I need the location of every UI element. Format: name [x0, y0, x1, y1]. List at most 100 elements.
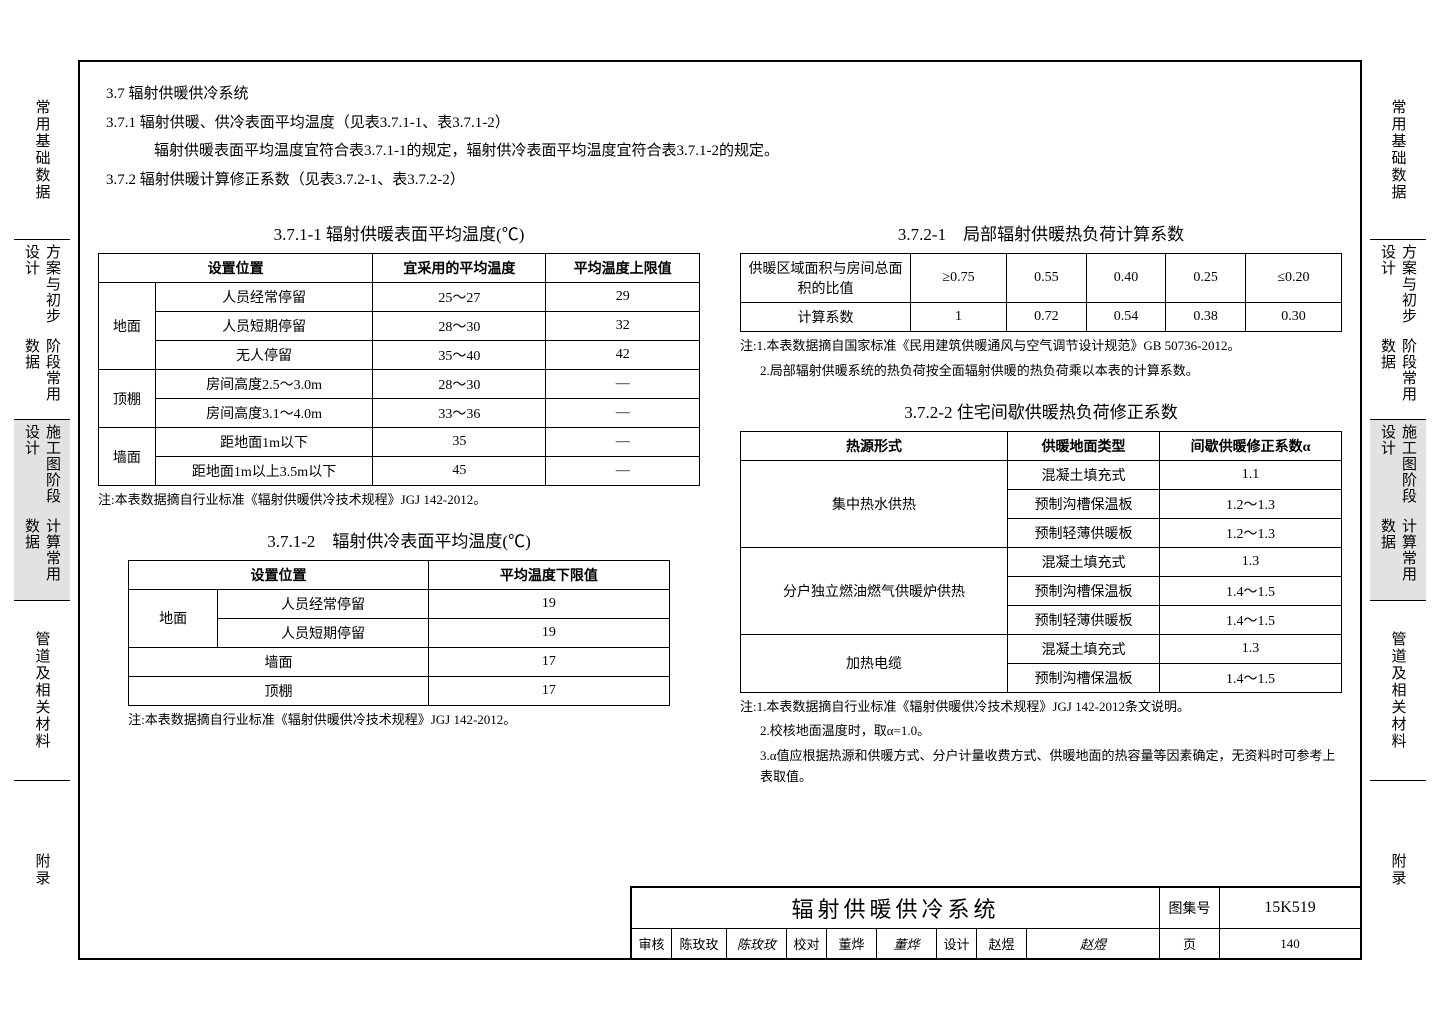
- left-tabs: 常用基础数据 方案与初步设计 阶段常用数据 施工图阶段设计 计算常用数据 管道及…: [14, 60, 70, 960]
- intro-line: 3.7.1 辐射供暖、供冷表面平均温度（见表3.7.1-1、表3.7.1-2）: [106, 109, 1342, 138]
- td: 42: [546, 341, 700, 370]
- td: 集中热水供热: [741, 460, 1008, 547]
- td: 0.72: [1006, 303, 1086, 332]
- td: 0.54: [1086, 303, 1166, 332]
- td: —: [546, 370, 700, 399]
- td: 1.2～1.3: [1160, 518, 1342, 547]
- td: 17: [428, 676, 669, 705]
- td: 1.3: [1160, 547, 1342, 576]
- td: 房间高度3.1～4.0m: [155, 399, 373, 428]
- note: 2.局部辐射供暖系统的热负荷按全面辐射供暖的热负荷乘以本表的计算系数。: [740, 361, 1342, 382]
- page-label: 页: [1160, 929, 1220, 958]
- td: 35: [373, 428, 546, 457]
- td: 人员经常停留: [218, 589, 429, 618]
- review-name: 陈玫玫: [672, 929, 727, 958]
- td: 人员短期停留: [155, 312, 373, 341]
- tab-scheme[interactable]: 方案与初步设计 阶段常用数据: [14, 240, 70, 420]
- td: 顶棚: [99, 370, 156, 428]
- td: 0.40: [1086, 254, 1166, 303]
- td: 28～30: [373, 370, 546, 399]
- tab-pipes-r[interactable]: 管道及相关材料: [1370, 601, 1426, 781]
- table-title: 3.7.2-1 局部辐射供暖热负荷计算系数: [740, 220, 1342, 245]
- code-value: 15K519: [1220, 888, 1360, 928]
- th: 设置位置: [129, 560, 429, 589]
- table-title: 3.7.2-2 住宅间歇供暖热负荷修正系数: [740, 398, 1342, 423]
- left-column: 3.7.1-1 辐射供暖表面平均温度(℃) 设置位置 宜采用的平均温度 平均温度…: [98, 204, 700, 898]
- td: 19: [428, 589, 669, 618]
- right-tabs: 常用基础数据 方案与初步设计 阶段常用数据 施工图阶段设计 计算常用数据 管道及…: [1370, 60, 1426, 960]
- th: 设置位置: [99, 254, 373, 283]
- td: 距地面1m以上3.5m以下: [155, 457, 373, 486]
- td: 预制沟槽保温板: [1008, 576, 1160, 605]
- tab-construction-r[interactable]: 施工图阶段设计 计算常用数据: [1370, 420, 1426, 600]
- td: 1.4～1.5: [1160, 576, 1342, 605]
- th: 宜采用的平均温度: [373, 254, 546, 283]
- td: 1.1: [1160, 460, 1342, 489]
- tab-scheme-r[interactable]: 方案与初步设计 阶段常用数据: [1370, 240, 1426, 420]
- drawing-title: 辐射供暖供冷系统: [632, 888, 1160, 928]
- check-sign: 董烨: [877, 929, 937, 958]
- td: 0.25: [1166, 254, 1246, 303]
- table-title: 3.7.1-1 辐射供暖表面平均温度(℃): [98, 220, 700, 245]
- th: 平均温度下限值: [428, 560, 669, 589]
- tab-construction[interactable]: 施工图阶段设计 计算常用数据: [14, 420, 70, 600]
- td: 预制轻薄供暖板: [1008, 605, 1160, 634]
- table-3722: 热源形式供暖地面类型间歇供暖修正系数α 集中热水供热混凝土填充式 1.1 预制沟槽…: [740, 431, 1342, 693]
- td: —: [546, 399, 700, 428]
- design-label: 设计: [937, 929, 977, 958]
- intro-line: 辐射供暖表面平均温度宜符合表3.7.1-1的规定，辐射供冷表面平均温度宜符合表3…: [106, 137, 1342, 166]
- note: 注:本表数据摘自行业标准《辐射供暖供冷技术规程》JGJ 142-2012。: [98, 490, 700, 511]
- td: 无人停留: [155, 341, 373, 370]
- td: 顶棚: [129, 676, 429, 705]
- tab-appendix[interactable]: 附录: [14, 781, 70, 960]
- td: 25～27: [373, 283, 546, 312]
- note: 注:1.本表数据摘自国家标准《民用建筑供暖通风与空气调节设计规范》GB 5073…: [740, 336, 1342, 357]
- td: 0.30: [1245, 303, 1341, 332]
- td: 地面: [129, 589, 218, 647]
- intro-text: 3.7 辐射供暖供冷系统 3.7.1 辐射供暖、供冷表面平均温度（见表3.7.1…: [106, 80, 1342, 194]
- td: —: [546, 428, 700, 457]
- td: 加热电缆: [741, 634, 1008, 692]
- page-number: 140: [1220, 929, 1360, 958]
- td: ≥0.75: [911, 254, 1007, 303]
- td: 28～30: [373, 312, 546, 341]
- td: 分户独立燃油燃气供暖炉供热: [741, 547, 1008, 634]
- note: 注:1.本表数据摘自行业标准《辐射供暖供冷技术规程》JGJ 142-2012条文…: [740, 697, 1342, 718]
- table-3712: 设置位置平均温度下限值 地面人员经常停留19 人员短期停留19 墙面17 顶棚1…: [128, 560, 670, 706]
- td: 人员短期停留: [218, 618, 429, 647]
- td: 人员经常停留: [155, 283, 373, 312]
- design-sign: 赵煜: [1027, 929, 1160, 958]
- titleblock: 辐射供暖供冷系统 图集号 15K519 审核 陈玫玫 陈玫玫 校对 董烨 董烨 …: [630, 886, 1360, 958]
- tab-appendix-r[interactable]: 附录: [1370, 781, 1426, 960]
- td: 墙面: [99, 428, 156, 486]
- th: 热源形式: [741, 431, 1008, 460]
- code-label: 图集号: [1160, 888, 1220, 928]
- content: 3.7 辐射供暖供冷系统 3.7.1 辐射供暖、供冷表面平均温度（见表3.7.1…: [98, 80, 1342, 898]
- td: 17: [428, 647, 669, 676]
- td: 预制沟槽保温板: [1008, 489, 1160, 518]
- td: 混凝土填充式: [1008, 547, 1160, 576]
- review-label: 审核: [632, 929, 672, 958]
- td: ≤0.20: [1245, 254, 1341, 303]
- td: 33～36: [373, 399, 546, 428]
- right-column: 3.7.2-1 局部辐射供暖热负荷计算系数 供暖区域面积与房间总面积的比值 ≥0…: [740, 204, 1342, 898]
- intro-line: 3.7 辐射供暖供冷系统: [106, 80, 1342, 109]
- td: 墙面: [129, 647, 429, 676]
- note: 注:本表数据摘自行业标准《辐射供暖供冷技术规程》JGJ 142-2012。: [128, 710, 700, 731]
- td: 房间高度2.5～3.0m: [155, 370, 373, 399]
- tab-basic-data-r[interactable]: 常用基础数据: [1370, 60, 1426, 240]
- table-3721: 供暖区域面积与房间总面积的比值 ≥0.75 0.55 0.40 0.25 ≤0.…: [740, 253, 1342, 332]
- td: 预制轻薄供暖板: [1008, 518, 1160, 547]
- table-3711: 设置位置 宜采用的平均温度 平均温度上限值 地面人员经常停留25～2729 人员…: [98, 253, 700, 486]
- tab-pipes[interactable]: 管道及相关材料: [14, 601, 70, 781]
- td: 1.2～1.3: [1160, 489, 1342, 518]
- th: 供暖地面类型: [1008, 431, 1160, 460]
- note: 2.校核地面温度时，取α=1.0。: [740, 721, 1342, 742]
- tab-basic-data[interactable]: 常用基础数据: [14, 60, 70, 240]
- intro-line: 3.7.2 辐射供暖计算修正系数（见表3.7.2-1、表3.7.2-2）: [106, 166, 1342, 195]
- th: 间歇供暖修正系数α: [1160, 431, 1342, 460]
- check-name: 董烨: [827, 929, 877, 958]
- td: 1: [911, 303, 1007, 332]
- table-title: 3.7.1-2 辐射供冷表面平均温度(℃): [98, 527, 700, 552]
- note: 3.α值应根据热源和供暖方式、分户计量收费方式、供暖地面的热容量等因素确定，无资…: [740, 746, 1342, 788]
